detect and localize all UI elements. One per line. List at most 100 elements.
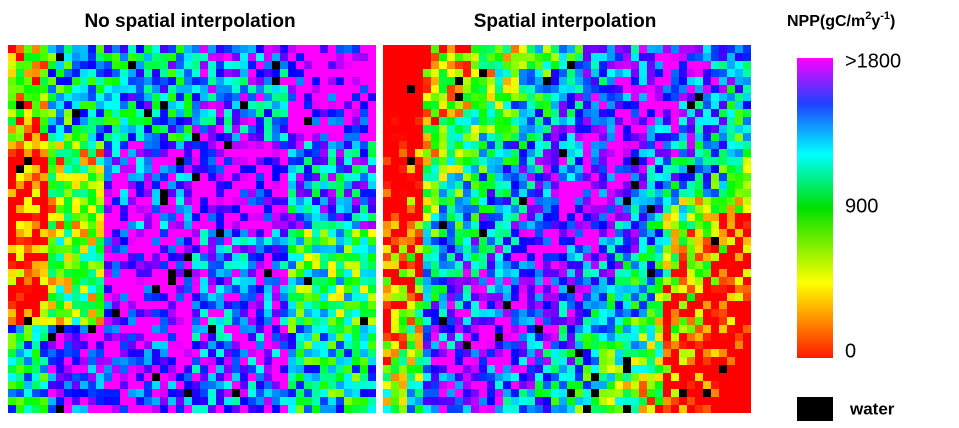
map-cell (176, 77, 184, 85)
map-cell (423, 301, 431, 309)
map-cell (407, 101, 415, 109)
map-cell (360, 133, 368, 141)
map-cell (224, 285, 232, 293)
map-cell (423, 165, 431, 173)
map-cell (232, 125, 240, 133)
map-cell (176, 333, 184, 341)
map-cell (136, 125, 144, 133)
map-cell (423, 269, 431, 277)
map-cell (631, 309, 639, 317)
map-cell (455, 205, 463, 213)
map-cell (168, 293, 176, 301)
map-cell (72, 77, 80, 85)
map-cell (671, 117, 679, 125)
map-cell (575, 101, 583, 109)
map-cell (743, 325, 751, 333)
map-cell (655, 197, 663, 205)
map-cell (727, 389, 735, 397)
map-cell (391, 133, 399, 141)
map-cell (360, 261, 368, 269)
map-cell (208, 277, 216, 285)
map-cell (623, 181, 631, 189)
map-cell (743, 205, 751, 213)
map-cell (479, 125, 487, 133)
map-cell (152, 253, 160, 261)
map-cell (328, 53, 336, 61)
map-cell (559, 389, 567, 397)
map-cell (471, 253, 479, 261)
map-cell (647, 229, 655, 237)
map-cell (136, 101, 144, 109)
map-cell (216, 85, 224, 93)
map-cell (543, 365, 551, 373)
map-cell (192, 189, 200, 197)
tick-label: >1800 (845, 50, 901, 72)
map-cell (495, 357, 503, 365)
map-cell (344, 125, 352, 133)
map-cell (687, 53, 695, 61)
map-cell (368, 85, 376, 93)
map-cell (655, 45, 663, 53)
map-cell (72, 357, 80, 365)
map-cell (463, 381, 471, 389)
map-cell (256, 365, 264, 373)
map-cell (224, 117, 232, 125)
map-cell (519, 229, 527, 237)
map-cell (288, 237, 296, 245)
map-cell (352, 277, 360, 285)
map-cell (32, 381, 40, 389)
map-cell (623, 125, 631, 133)
map-cell (639, 69, 647, 77)
map-cell (655, 277, 663, 285)
map-cell (519, 349, 527, 357)
map-cell (647, 93, 655, 101)
map-cell (583, 149, 591, 157)
map-cell (40, 269, 48, 277)
map-cell (591, 61, 599, 69)
map-cell (535, 53, 543, 61)
map-cell (479, 197, 487, 205)
map-cell (383, 101, 391, 109)
map-cell (447, 117, 455, 125)
map-cell (383, 53, 391, 61)
map-cell (160, 85, 168, 93)
map-cell (312, 181, 320, 189)
map-cell (208, 125, 216, 133)
map-cell (695, 93, 703, 101)
map-cell (72, 93, 80, 101)
map-cell (272, 277, 280, 285)
map-cell (240, 285, 248, 293)
map-cell (16, 237, 24, 245)
map-cell (80, 277, 88, 285)
map-cell (64, 261, 72, 269)
map-cell (200, 53, 208, 61)
map-cell (679, 277, 687, 285)
map-cell (647, 45, 655, 53)
map-cell (439, 325, 447, 333)
map-cell (655, 261, 663, 269)
map-cell (264, 365, 272, 373)
map-cell (304, 269, 312, 277)
map-cell (519, 93, 527, 101)
map-cell (391, 149, 399, 157)
map-cell (671, 405, 679, 413)
map-cell (487, 197, 495, 205)
map-cell (495, 69, 503, 77)
map-cell (344, 229, 352, 237)
map-cell (679, 325, 687, 333)
map-cell (160, 389, 168, 397)
map-cell (519, 189, 527, 197)
map-cell (415, 125, 423, 133)
map-cell (24, 109, 32, 117)
map-cell (248, 53, 256, 61)
map-cell (487, 125, 495, 133)
map-cell (136, 117, 144, 125)
map-cell (192, 309, 200, 317)
map-cell (160, 237, 168, 245)
map-cell (679, 293, 687, 301)
map-cell (743, 357, 751, 365)
map-cell (176, 205, 184, 213)
map-cell (639, 301, 647, 309)
map-cell (639, 109, 647, 117)
map-cell (407, 85, 415, 93)
